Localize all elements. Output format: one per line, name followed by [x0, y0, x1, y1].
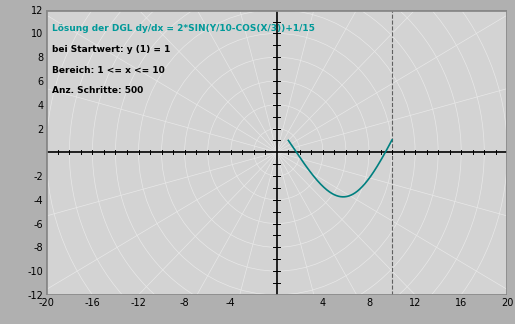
Text: Anz. Schritte: 500: Anz. Schritte: 500 [52, 86, 143, 95]
Text: Lösung der DGL dy/dx = 2*SIN(Y/10-COS(X/3))+1/15: Lösung der DGL dy/dx = 2*SIN(Y/10-COS(X/… [52, 24, 315, 33]
Text: Y: Y [279, 0, 286, 1]
Text: Bereich: 1 <= x <= 10: Bereich: 1 <= x <= 10 [52, 65, 165, 75]
Text: bei Startwert: y (1) = 1: bei Startwert: y (1) = 1 [52, 45, 170, 54]
Bar [46, 10, 507, 295]
